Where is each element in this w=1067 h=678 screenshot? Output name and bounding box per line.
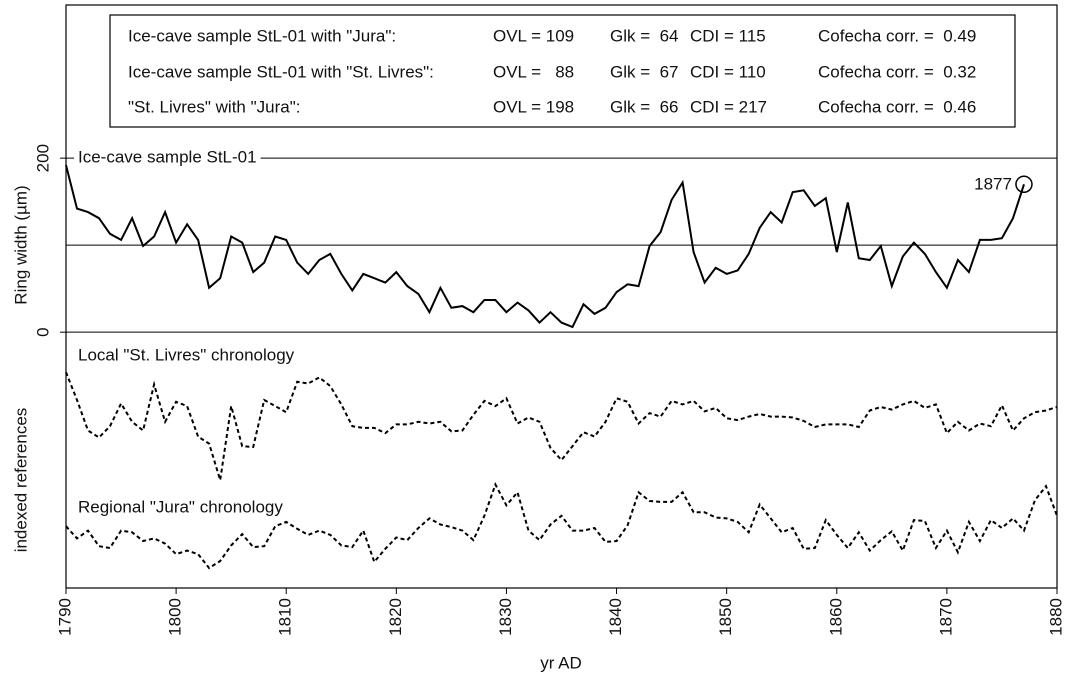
x-tick-label: 1880	[1046, 598, 1065, 636]
stats-cell: Cofecha corr. = 0.49	[818, 26, 976, 45]
stats-cell: Ice-cave sample StL-01 with "St. Livres"…	[128, 62, 434, 81]
x-tick-label: 1850	[716, 598, 735, 636]
x-tick-label: 1820	[386, 598, 405, 636]
stats-cell: CDI = 115	[690, 26, 766, 45]
stats-cell: OVL = 88	[493, 62, 574, 81]
stats-cell: CDI = 217	[690, 97, 767, 116]
annotation-label: 1877	[974, 175, 1012, 194]
annotation-circle	[1015, 175, 1033, 194]
series-label: Ice-cave sample StL-01	[78, 148, 257, 167]
x-tick-label: 1810	[276, 598, 295, 636]
series-line	[65, 371, 1058, 481]
x-tick-label: 1830	[496, 598, 515, 636]
stats-cell: OVL = 109	[493, 26, 574, 45]
stats-cell: "St. Livres" with "Jura":	[128, 97, 300, 116]
x-tick-label: 1870	[936, 598, 955, 636]
stats-cell: Ice-cave sample StL-01 with "Jura":	[128, 26, 396, 45]
stats-cell: Glk = 67	[610, 62, 679, 81]
stats-cell: Glk = 66	[610, 97, 679, 116]
stats-cell: Cofecha corr. = 0.46	[818, 97, 976, 116]
series-label: Local "St. Livres" chronology	[78, 345, 295, 364]
x-tick-label: 1800	[166, 598, 185, 636]
stats-cell: Glk = 64	[610, 26, 679, 45]
stats-cell: Cofecha corr. = 0.32	[818, 62, 976, 81]
plot-frame	[65, 4, 1058, 589]
stats-cell: OVL = 198	[493, 97, 574, 116]
x-tick-label: 1840	[606, 598, 625, 636]
y-tick-label: 200	[33, 144, 52, 172]
series-line	[65, 482, 1058, 570]
x-tick-label: 1790	[55, 598, 74, 636]
series-line	[65, 164, 1025, 329]
y-tick-label: 0	[33, 327, 52, 336]
y-axis-label: Ring width (µm)	[11, 185, 30, 304]
label-background	[74, 147, 261, 167]
x-tick-label: 1860	[826, 598, 845, 636]
stats-cell: CDI = 110	[690, 62, 766, 81]
x-axis-label: yr AD	[540, 653, 582, 672]
stats-box	[109, 14, 1016, 128]
series-label: Regional "Jura" chronology	[78, 497, 283, 516]
y-axis-label-secondary: indexed references	[11, 408, 30, 553]
